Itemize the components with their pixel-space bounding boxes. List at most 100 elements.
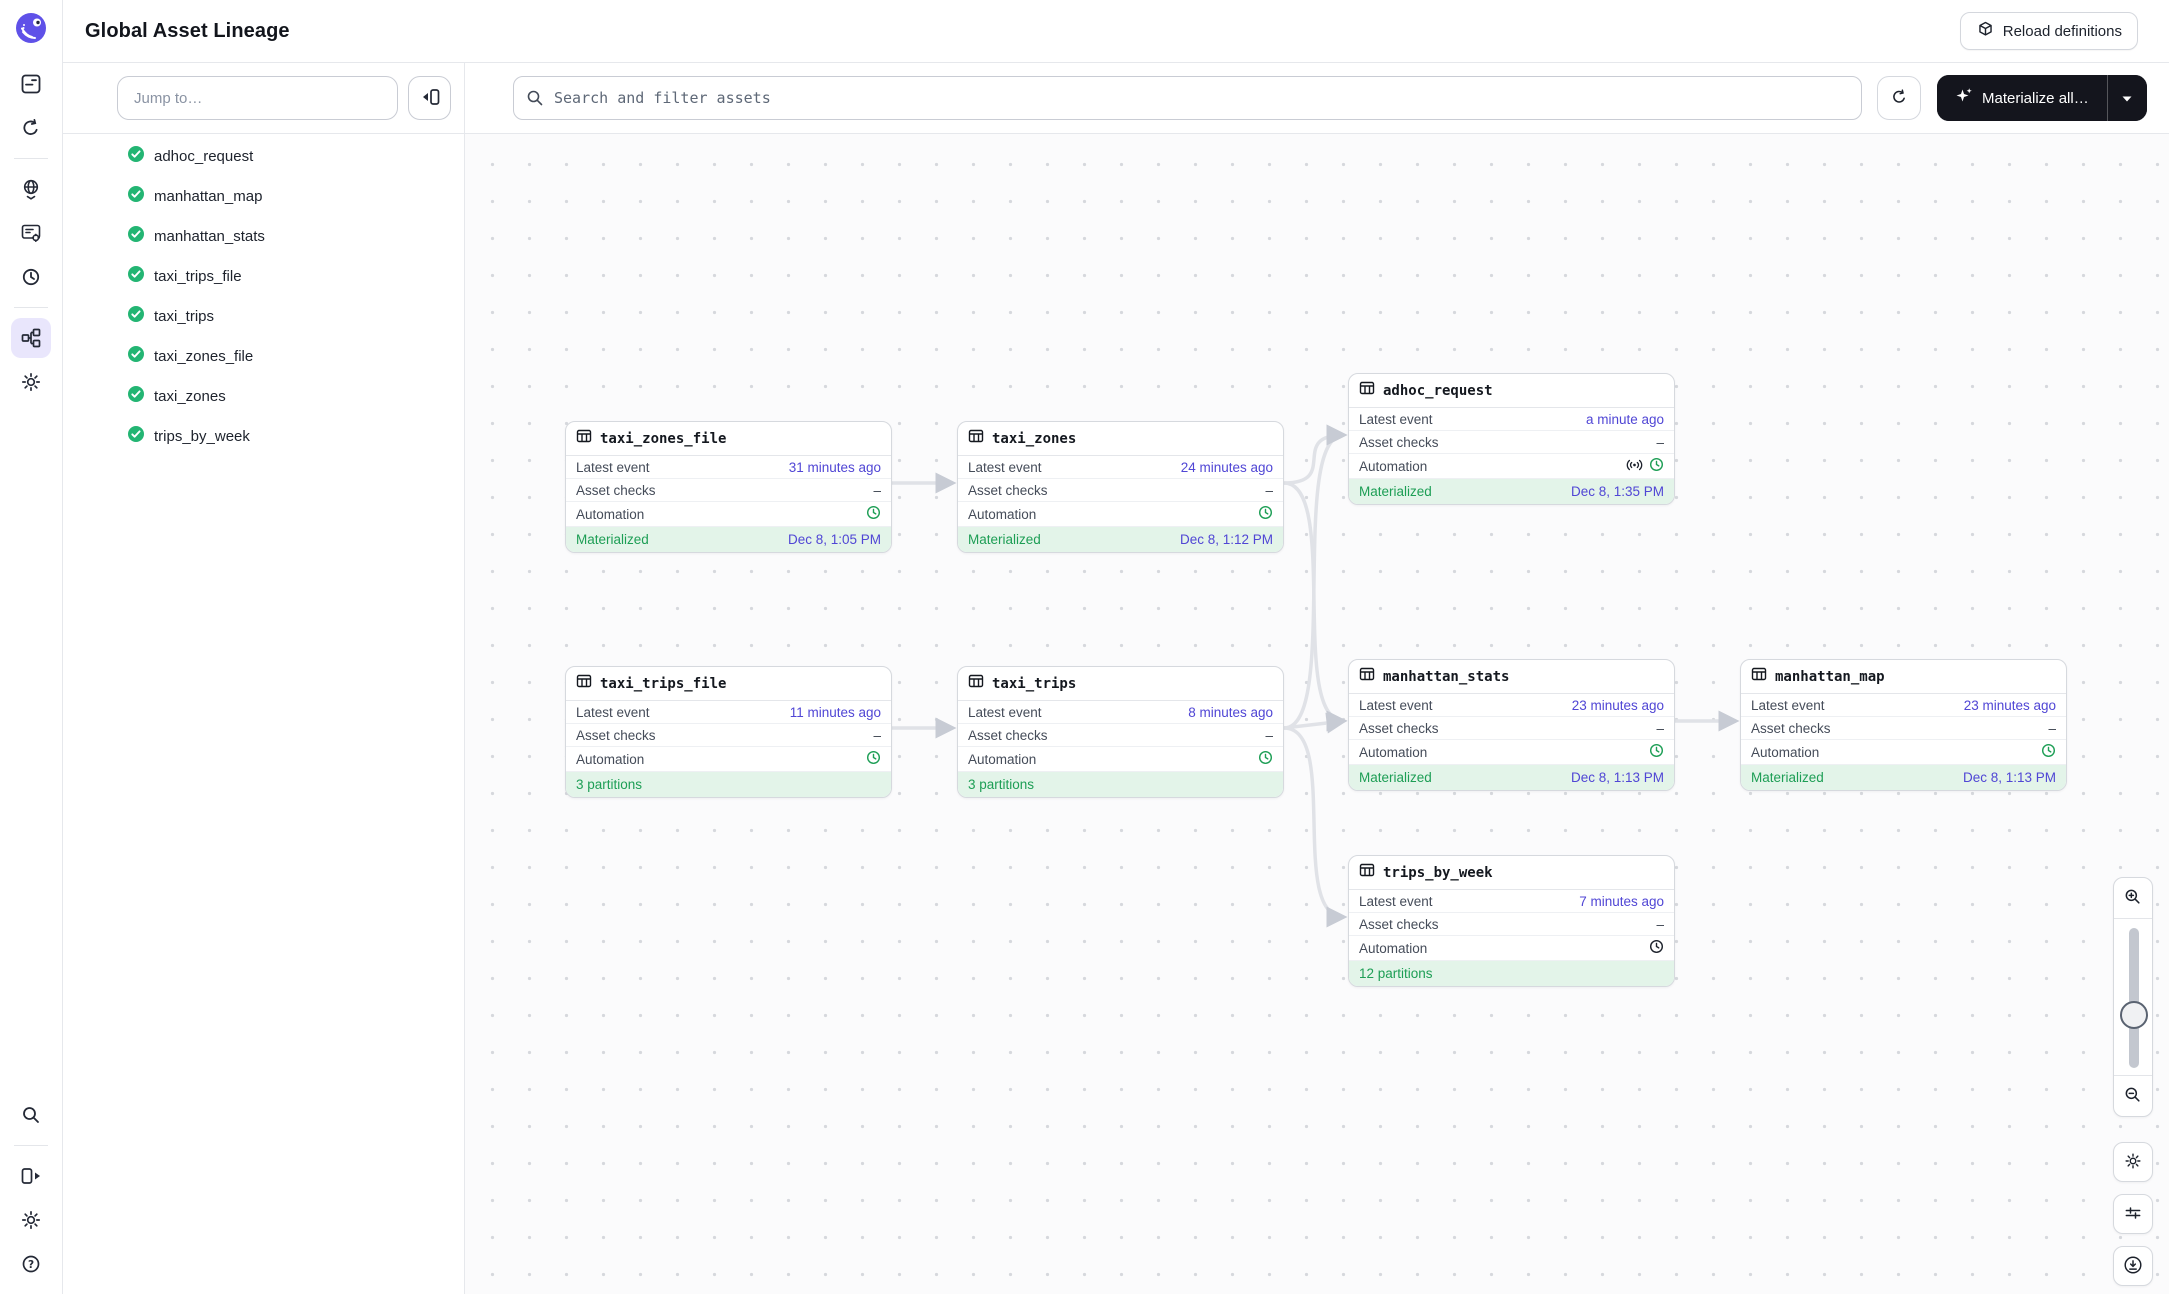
latest-event-label: Latest event (576, 704, 650, 720)
asset-list-item-adhoc_request[interactable]: adhoc_request (63, 136, 464, 176)
nav-jobs[interactable] (11, 213, 51, 253)
latest-event-value[interactable]: 7 minutes ago (1579, 893, 1664, 909)
status-timestamp[interactable]: Dec 8, 1:12 PM (1179, 532, 1273, 547)
node-title: taxi_trips (992, 675, 1077, 692)
node-title: manhattan_map (1775, 668, 1885, 685)
toolbar: Materialize all… (63, 63, 2169, 134)
automation-row: Automation (1349, 936, 1674, 961)
chevron-down-icon (2121, 91, 2133, 106)
asset-list-item-taxi_trips_file[interactable]: taxi_trips_file (63, 256, 464, 296)
dagster-logo[interactable] (11, 8, 51, 48)
status-timestamp[interactable]: Dec 8, 1:13 PM (1570, 770, 1664, 785)
automation-label: Automation (968, 506, 1037, 522)
zoom-slider-handle[interactable] (2120, 1001, 2148, 1029)
help-button[interactable]: ? (11, 1244, 51, 1284)
automation-value[interactable] (2041, 743, 2056, 761)
node-header[interactable]: taxi_trips (958, 667, 1283, 701)
asset-list-item-taxi_trips[interactable]: taxi_trips (63, 296, 464, 336)
status-timestamp[interactable]: Dec 8, 1:35 PM (1570, 484, 1664, 499)
asset-node-manhattan_map[interactable]: manhattan_map Latest event 23 minutes ago A… (1740, 659, 2067, 791)
latest-event-label: Latest event (1359, 697, 1433, 713)
rail-settings[interactable] (11, 1200, 51, 1240)
asset-node-manhattan_stats[interactable]: manhattan_stats Latest event 23 minutes ag… (1348, 659, 1675, 791)
collapse-panel-button[interactable] (408, 76, 451, 120)
latest-event-value[interactable]: 24 minutes ago (1180, 459, 1273, 475)
asset-checks-value: – (1265, 482, 1273, 498)
status-timestamp[interactable]: Dec 8, 1:05 PM (787, 532, 881, 547)
asset-node-taxi_trips[interactable]: taxi_trips Latest event 8 minutes ago Asset… (957, 666, 1284, 798)
asset-checks-label: Asset checks (576, 727, 656, 743)
materialize-all-button[interactable]: Materialize all… (1937, 75, 2107, 121)
rail-search[interactable] (11, 1095, 51, 1135)
materialize-dropdown-button[interactable] (2106, 75, 2147, 121)
search-input[interactable] (513, 76, 1862, 120)
automation-value[interactable] (866, 505, 881, 523)
asset-checks-row: Asset checks – (1349, 431, 1674, 454)
asset-node-taxi_trips_file[interactable]: taxi_trips_file Latest event 11 minutes ag… (565, 666, 892, 798)
download-button[interactable] (2113, 1246, 2153, 1286)
check-circle-icon (127, 305, 145, 327)
zoom-in-button[interactable] (2114, 878, 2152, 918)
help-icon: ? (19, 1252, 43, 1276)
jump-to-input[interactable] (117, 76, 398, 120)
node-header[interactable]: taxi_zones (958, 422, 1283, 456)
nav-overview[interactable] (11, 64, 51, 104)
automation-value[interactable] (1649, 743, 1664, 761)
asset-list-item-trips_by_week[interactable]: trips_by_week (63, 416, 464, 456)
automation-value[interactable] (1258, 505, 1273, 523)
latest-event-value[interactable]: a minute ago (1585, 411, 1664, 427)
asset-node-adhoc_request[interactable]: adhoc_request Latest event a minute ago Ass… (1348, 373, 1675, 505)
view-options-button[interactable] (2113, 1194, 2153, 1234)
check-circle-icon (127, 385, 145, 407)
lineage-canvas[interactable]: taxi_zones_file Latest event 31 minutes ag… (465, 134, 2169, 1294)
check-circle-icon (127, 225, 145, 247)
node-header[interactable]: trips_by_week (1349, 856, 1674, 890)
zoom-pill (2113, 877, 2153, 1117)
gear-icon (19, 370, 43, 394)
nav-runs[interactable] (11, 108, 51, 148)
asset-list-panel: adhoc_request manhattan_map manhattan_stat… (63, 134, 465, 1294)
expand-panel-button[interactable] (11, 1156, 51, 1196)
table-icon (968, 673, 984, 694)
latest-event-value[interactable]: 8 minutes ago (1188, 704, 1273, 720)
node-header[interactable]: manhattan_map (1741, 660, 2066, 694)
reload-definitions-button[interactable]: Reload definitions (1959, 12, 2138, 50)
nav-deployment[interactable] (11, 169, 51, 209)
latest-event-value[interactable]: 31 minutes ago (788, 459, 881, 475)
asset-list-item-manhattan_stats[interactable]: manhattan_stats (63, 216, 464, 256)
reload-definitions-label: Reload definitions (2002, 22, 2122, 40)
asset-checks-row: Asset checks – (566, 479, 891, 502)
status-label: Materialized (1751, 770, 1824, 785)
asset-list-item-manhattan_map[interactable]: manhattan_map (63, 176, 464, 216)
node-title: taxi_trips_file (600, 675, 727, 692)
latest-event-value[interactable]: 11 minutes ago (789, 704, 881, 720)
canvas-controls (2113, 877, 2153, 1286)
status-timestamp[interactable]: Dec 8, 1:13 PM (1962, 770, 2056, 785)
zoom-slider[interactable] (2114, 918, 2152, 1076)
latest-event-value[interactable]: 23 minutes ago (1571, 697, 1664, 713)
asset-list-item-taxi_zones[interactable]: taxi_zones (63, 376, 464, 416)
automation-value[interactable] (1626, 457, 1664, 475)
latest-event-value[interactable]: 23 minutes ago (1963, 697, 2056, 713)
zoom-out-icon (2123, 1085, 2143, 1108)
graph-settings-button[interactable] (2113, 1142, 2153, 1182)
node-header[interactable]: taxi_zones_file (566, 422, 891, 456)
zoom-out-button[interactable] (2114, 1076, 2152, 1116)
nav-settings[interactable] (11, 362, 51, 402)
asset-node-trips_by_week[interactable]: trips_by_week Latest event 7 minutes ago As… (1348, 855, 1675, 987)
node-header[interactable]: taxi_trips_file (566, 667, 891, 701)
asset-node-taxi_zones_file[interactable]: taxi_zones_file Latest event 31 minutes ag… (565, 421, 892, 553)
refresh-button[interactable] (1877, 76, 1921, 120)
nav-asset-lineage[interactable] (11, 318, 51, 358)
nav-schedules[interactable] (11, 257, 51, 297)
automation-value[interactable] (1649, 939, 1664, 957)
zoom-slider-track[interactable] (2129, 928, 2139, 1068)
node-header[interactable]: adhoc_request (1349, 374, 1674, 408)
asset-node-taxi_zones[interactable]: taxi_zones Latest event 24 minutes ago Asse… (957, 421, 1284, 553)
asset-list-item-taxi_zones_file[interactable]: taxi_zones_file (63, 336, 464, 376)
node-header[interactable]: manhattan_stats (1349, 660, 1674, 694)
automation-value[interactable] (1258, 750, 1273, 768)
automation-value[interactable] (866, 750, 881, 768)
latest-event-row: Latest event 8 minutes ago (958, 701, 1283, 724)
